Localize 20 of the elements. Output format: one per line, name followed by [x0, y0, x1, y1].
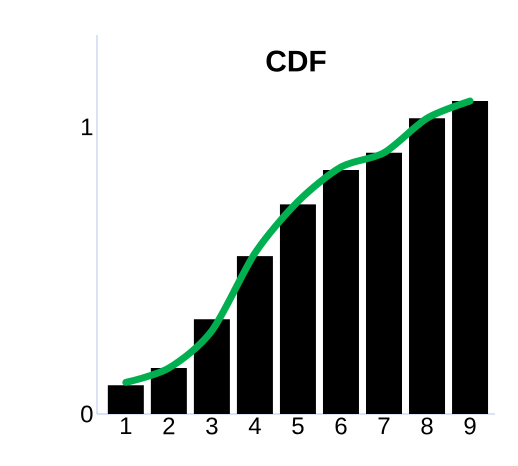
x-tick-label: 4: [248, 418, 261, 434]
bar: [409, 118, 446, 414]
x-tick-label: 3: [206, 418, 218, 434]
x-tick-label: 2: [163, 418, 174, 434]
bar: [150, 368, 187, 414]
bar: [322, 170, 359, 414]
bar: [108, 385, 144, 414]
bar: [280, 204, 316, 414]
bar: [236, 256, 273, 414]
bar: [194, 319, 230, 414]
y-tick-label: 0: [81, 406, 93, 422]
x-tick-label: 8: [421, 418, 433, 434]
x-tick-label: 7: [378, 418, 390, 434]
x-tick-label: 1: [121, 418, 132, 434]
bar: [452, 101, 488, 414]
chart-title: CDF: [266, 50, 326, 72]
x-tick-label: 9: [464, 418, 476, 434]
x-tick-label: 6: [336, 418, 347, 434]
bar: [366, 152, 402, 414]
x-tick-label: 5: [292, 418, 304, 434]
